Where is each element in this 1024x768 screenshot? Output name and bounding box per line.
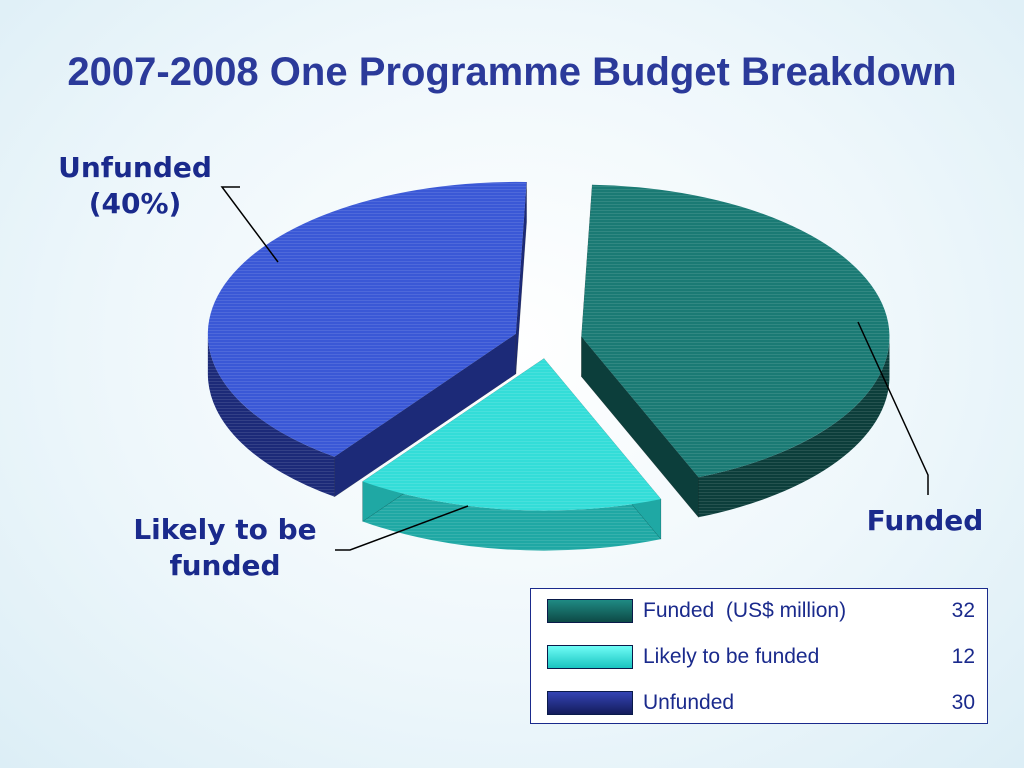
callout-funded: Funded [866, 504, 984, 537]
legend-value-funded: 32 [951, 599, 975, 622]
leader-line-likely [335, 505, 469, 551]
slice-side-texture-likely [362, 481, 661, 551]
leader-lines [220, 186, 929, 551]
slice-top-texture-unfunded [207, 181, 527, 457]
slice-top-texture-funded [581, 184, 890, 478]
callout-likely-to-be-funded: Likely to be funded [133, 513, 317, 582]
chart-title: 2007-2008 One Programme Budget Breakdown [0, 48, 1024, 96]
slice-side-texture-funded [698, 336, 890, 518]
legend-label-funded: Funded (US$ million) [643, 599, 847, 622]
leader-line-unfunded [220, 186, 279, 263]
callout-unfunded: Unfunded (40%) [58, 151, 212, 220]
pie-slice-funded [581, 184, 890, 518]
pie-slice-likely [362, 357, 662, 551]
legend-swatch-unfunded [547, 691, 633, 715]
slice-side-texture-unfunded [207, 333, 335, 497]
legend-row-unfunded: Unfunded 30 [531, 688, 987, 718]
pie-slice-unfunded [207, 181, 527, 498]
slice-cut-unfunded-1 [515, 181, 527, 374]
legend-value-likely: 12 [951, 645, 975, 668]
leader-line-funded [857, 321, 929, 495]
legend-label-unfunded: Unfunded [643, 691, 735, 714]
legend-label-likely: Likely to be funded [643, 645, 820, 668]
chart-title-text: 2007-2008 One Programme Budget Breakdown [67, 50, 957, 94]
legend-swatch-likely [547, 645, 633, 669]
legend-swatch-funded [547, 599, 633, 623]
legend-row-funded: Funded (US$ million) 32 [531, 596, 987, 626]
legend: Funded (US$ million) 32 Likely to be fun… [530, 588, 988, 724]
slice-top-texture-likely [362, 358, 661, 511]
legend-row-likely: Likely to be funded 12 [531, 642, 987, 672]
pie-slices [207, 181, 890, 551]
legend-value-unfunded: 30 [951, 691, 975, 714]
